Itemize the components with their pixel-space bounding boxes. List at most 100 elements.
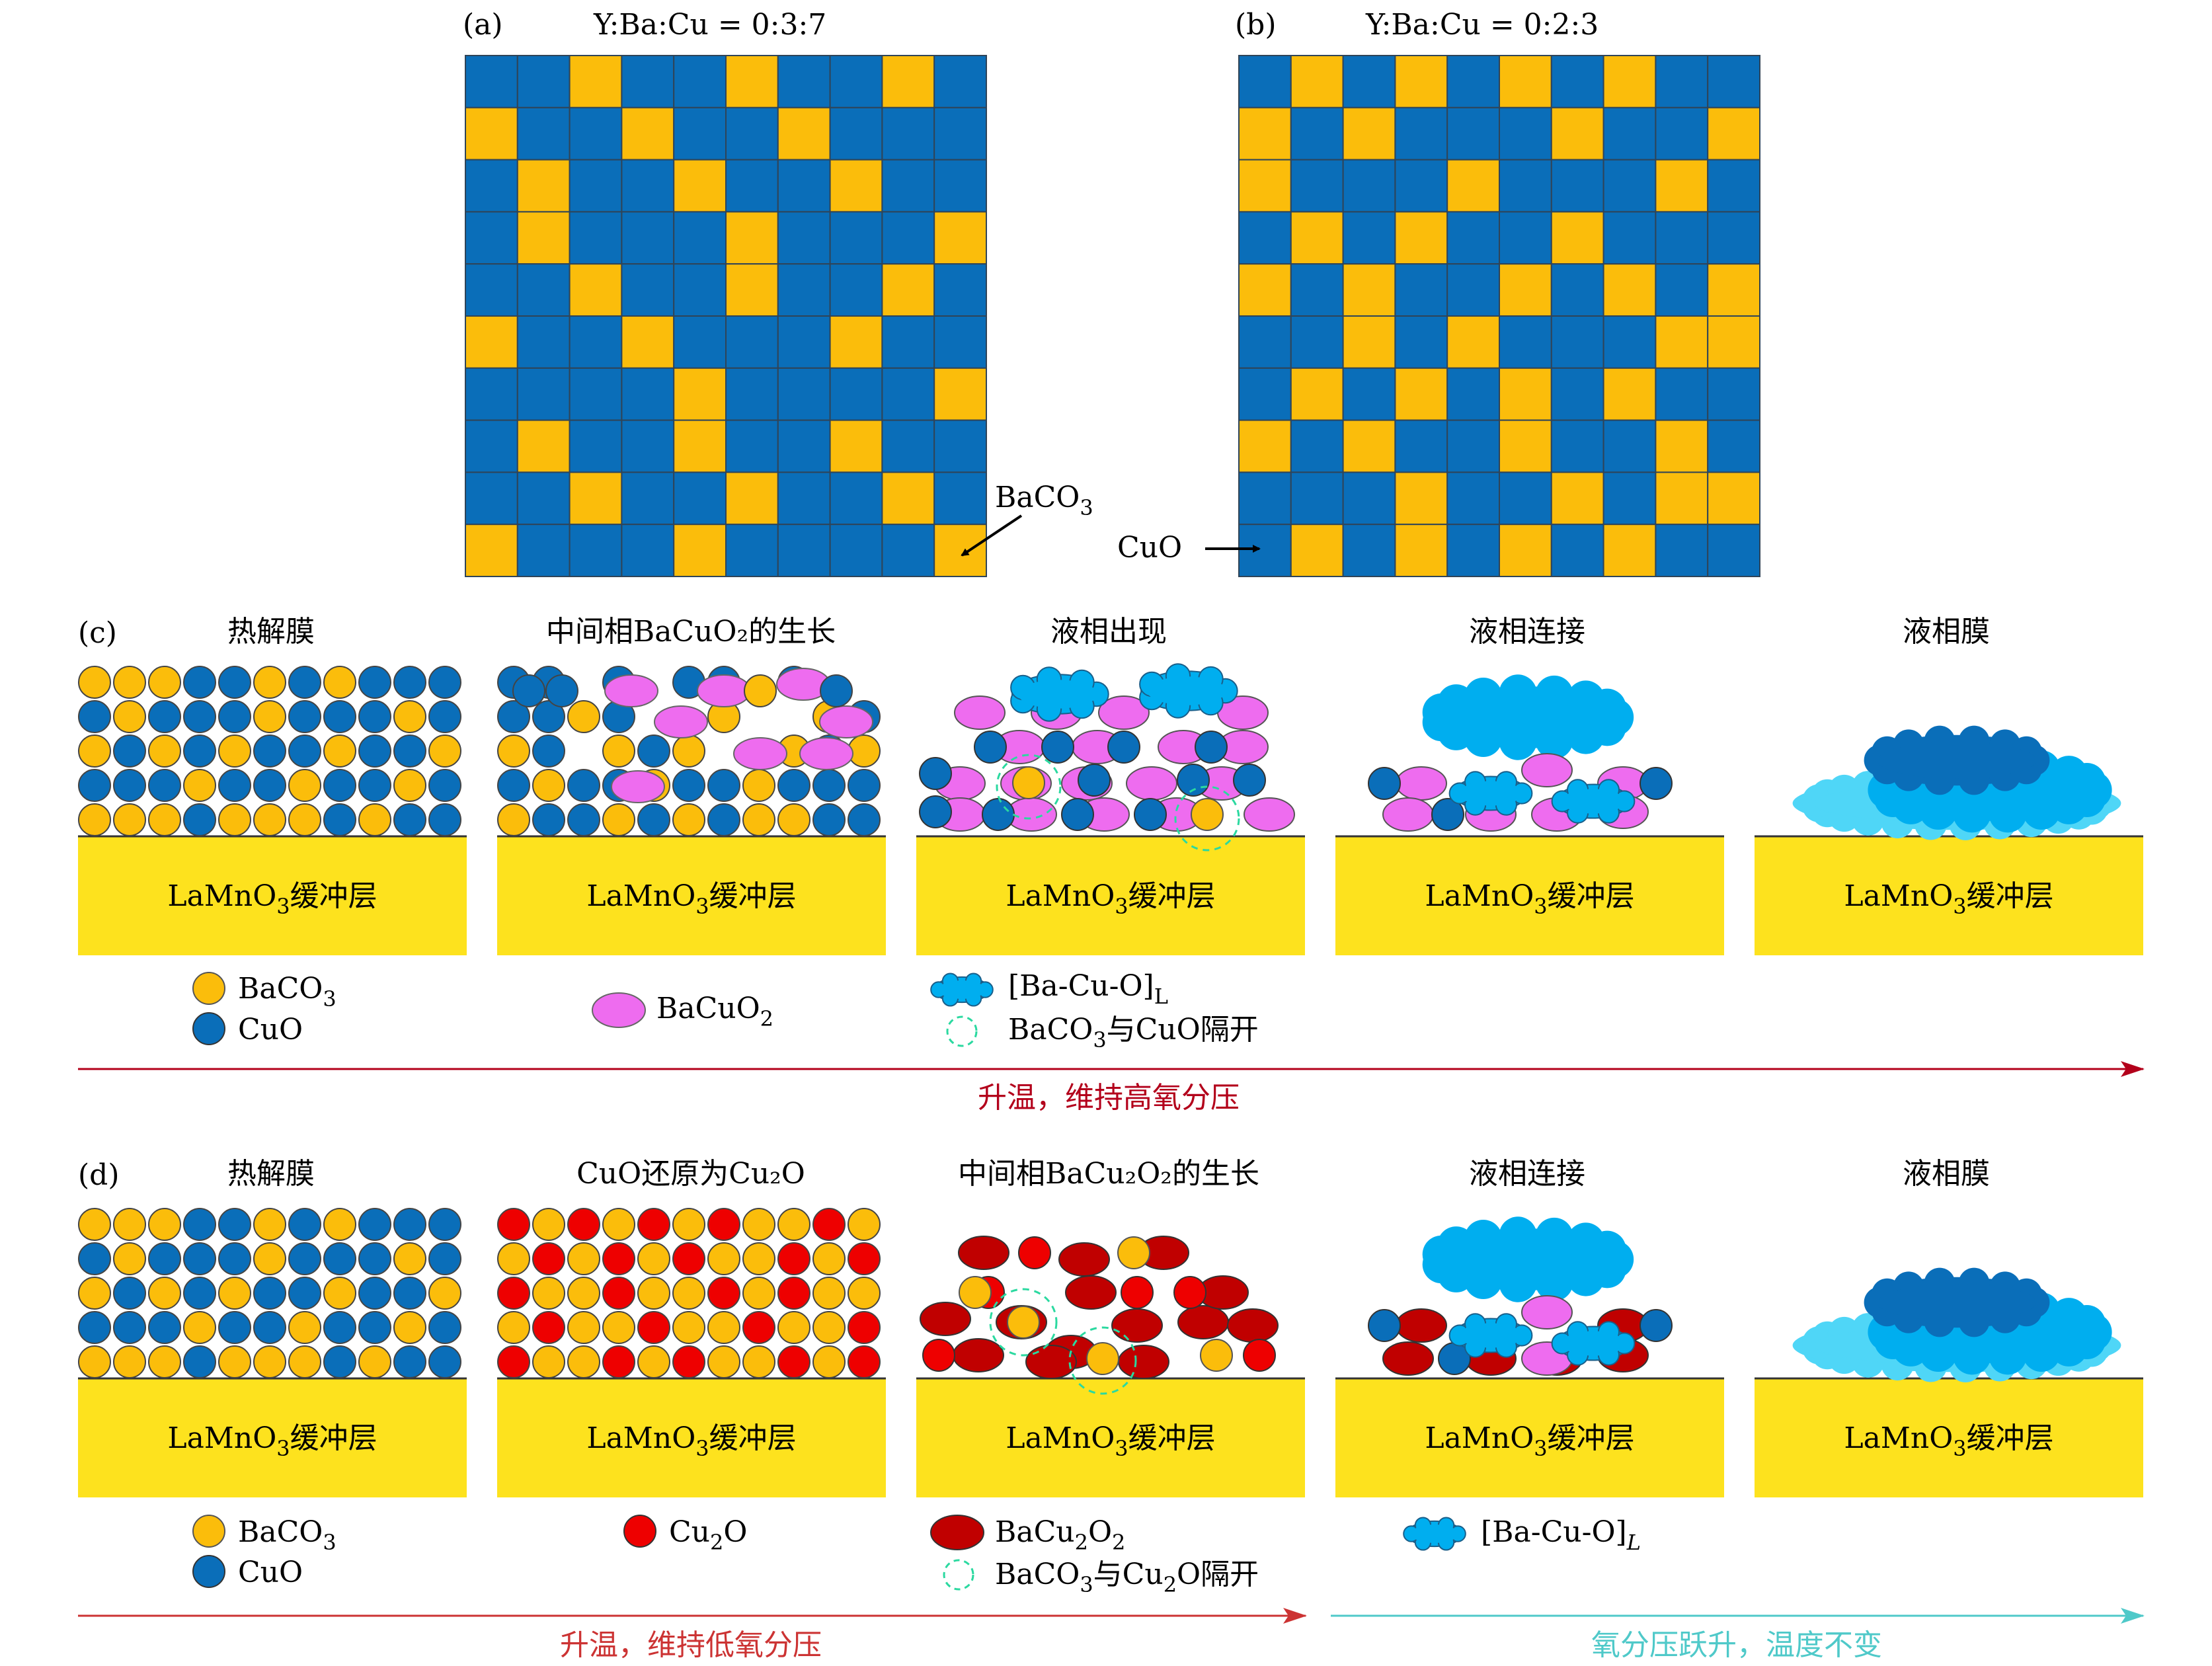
cuo-particle xyxy=(919,795,952,828)
cuo-tile xyxy=(1446,211,1500,265)
cu2o-particle xyxy=(777,1242,810,1275)
cuo-particle xyxy=(848,769,881,802)
legend-baco3-swatch xyxy=(192,972,225,1005)
baco3-tile xyxy=(1707,106,1760,161)
cuo-tile xyxy=(1290,419,1344,473)
baco3-tile xyxy=(569,263,623,317)
cuo-tile xyxy=(673,106,727,161)
baco3-tile xyxy=(1550,471,1604,526)
cloud-core xyxy=(1147,676,1226,705)
cuo-particle xyxy=(183,734,216,768)
baco3-tile xyxy=(465,315,518,369)
cuo-particle xyxy=(393,803,426,836)
baco3-particle xyxy=(532,1277,565,1310)
buffer-label-sub: 3 xyxy=(276,894,290,919)
cuo-tile xyxy=(621,211,675,265)
cuo-particle xyxy=(393,1277,426,1310)
cu2o-particle xyxy=(777,1345,810,1378)
cuo-particle xyxy=(183,1277,216,1310)
panel-d-label: (d) xyxy=(78,1158,120,1192)
baco3-tile xyxy=(673,524,727,578)
cuo-tile xyxy=(1342,471,1396,526)
cloud-core xyxy=(1877,1284,2036,1321)
panel-a: (a) Y:Ba:Cu = 0:3:7 BaCO3 xyxy=(463,8,1093,578)
baco3-tile xyxy=(1342,263,1396,317)
panel-d-stage-title-2: CuO还原为Cu₂O xyxy=(576,1157,805,1191)
baco3-particle xyxy=(1191,798,1224,831)
legend-liquid-label: [Ba-Cu-O]L xyxy=(1008,969,1168,1009)
baco3-particle xyxy=(323,1208,356,1241)
cuo-particle xyxy=(637,734,670,768)
cuo-tile xyxy=(1550,263,1604,317)
cuo-tile xyxy=(1238,315,1292,369)
legend-separated-label: BaCO3与CuO隔开 xyxy=(1008,1013,1259,1052)
cuo-tile xyxy=(725,159,779,213)
buffer-label-main: LaMnO xyxy=(1425,1421,1534,1455)
baco3-tile xyxy=(1342,106,1396,161)
cu2o-particle xyxy=(1243,1339,1276,1372)
cu2o-particle xyxy=(532,1242,565,1275)
baco3-particle xyxy=(148,1277,181,1310)
cuo-particle xyxy=(323,700,356,733)
cuo-tile xyxy=(1290,471,1344,526)
cuo-tile xyxy=(1550,419,1604,473)
baco3-particle xyxy=(742,1208,775,1241)
cuo-particle xyxy=(78,769,111,802)
bacu2o2-particle xyxy=(1118,1345,1169,1379)
buffer-layer-label: LaMnO3缓冲层 xyxy=(1425,879,1634,919)
baco3-particle xyxy=(323,666,356,699)
baco3-tile xyxy=(1602,524,1657,578)
cuo-tile xyxy=(1238,524,1292,578)
liquid-cloud-small xyxy=(1551,779,1636,824)
baco3-particle xyxy=(812,1345,846,1378)
cuo-tile xyxy=(621,55,675,108)
baco3-particle xyxy=(183,769,216,802)
cu2o-particle xyxy=(707,1208,740,1241)
cuo-particle xyxy=(253,734,286,768)
legend-d-baco3-swatch xyxy=(192,1515,225,1548)
cuo-tile xyxy=(516,263,571,317)
liquid-cloud-small xyxy=(1448,771,1533,816)
cuo-particle xyxy=(428,666,461,699)
baco3-particle xyxy=(218,803,251,836)
cuo-particle xyxy=(183,1242,216,1275)
baco3-particle xyxy=(253,1242,286,1275)
cuo-tile xyxy=(673,263,727,317)
cuo-tile xyxy=(1394,263,1448,317)
baco3-tile xyxy=(569,471,623,526)
cuo-particle xyxy=(323,1242,356,1275)
cu2o-particle xyxy=(497,1277,530,1310)
cuo-tile xyxy=(1342,55,1396,108)
cuo-particle xyxy=(113,769,146,802)
liquid-cloud xyxy=(1139,663,1238,719)
legend-baco3-label: BaCO3 xyxy=(238,972,336,1012)
bacuo2-particle xyxy=(604,674,658,707)
baco3-tile xyxy=(1707,263,1760,317)
cuo-tile xyxy=(1602,419,1657,473)
cuo-tile xyxy=(569,159,623,213)
buffer-layer xyxy=(1335,836,1724,955)
bacuo2-particle xyxy=(1244,797,1295,832)
cuo-particle xyxy=(78,700,111,733)
baco3-particle xyxy=(218,1345,251,1378)
cuo-tile xyxy=(881,524,935,578)
baco3-particle xyxy=(777,1311,810,1344)
cuo-particle xyxy=(393,734,426,768)
baco3-particle xyxy=(323,734,356,768)
legend-d-liquid-swatch xyxy=(1403,1517,1466,1551)
cu2o-particle xyxy=(637,1311,670,1344)
baco3-tile xyxy=(1550,106,1604,161)
cuo-tile xyxy=(621,524,675,578)
cu2o-particle xyxy=(1173,1276,1206,1309)
cuo-particle xyxy=(218,700,251,733)
cuo-particle xyxy=(532,734,565,768)
bacuo2-particle xyxy=(1521,753,1573,787)
cu2o-particle xyxy=(812,1208,846,1241)
baco3-particle xyxy=(777,803,810,836)
legend-d-liquid-label: [Ba-Cu-O]L xyxy=(1481,1515,1641,1555)
baco3-particle xyxy=(288,1345,321,1378)
cuo-tile xyxy=(1499,471,1552,526)
legend-bacuo2-swatch xyxy=(592,992,646,1028)
cuo-particle xyxy=(512,674,545,707)
cuo-particle xyxy=(637,803,670,836)
